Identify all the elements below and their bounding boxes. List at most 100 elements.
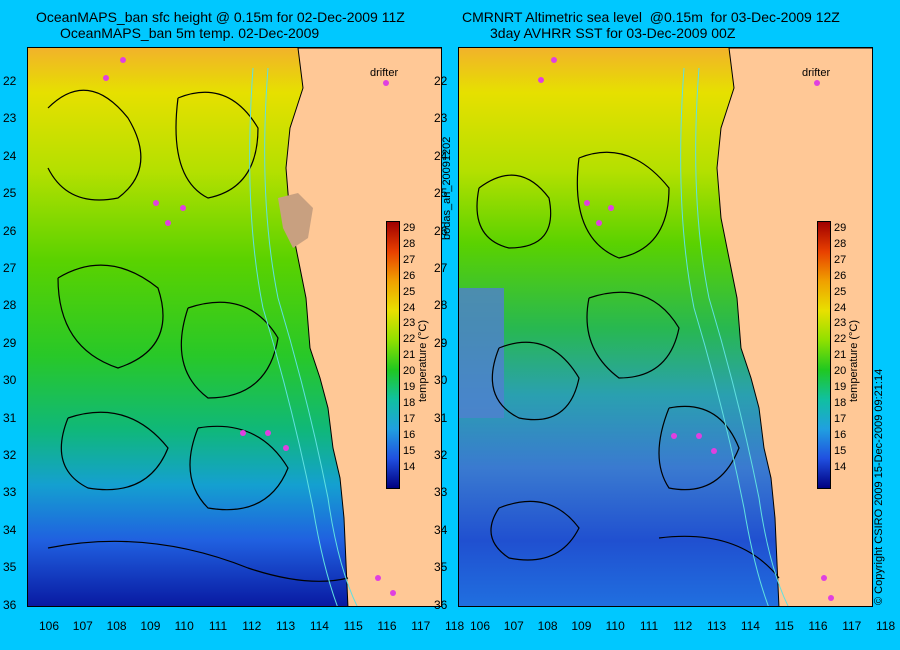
- left-cb-tick-26: 26: [403, 269, 416, 282]
- right-lat-label-23: 23: [434, 111, 448, 126]
- analysis-id-vertical-text: bodas_an_20091202: [441, 136, 453, 240]
- right-sea-level-contours: [476, 151, 780, 579]
- right-lat-label-28: 28: [434, 298, 448, 313]
- right-lat-label-32: 32: [434, 448, 448, 462]
- left-land-mass: [285, 48, 441, 606]
- right-lat-label-31: 31: [434, 410, 448, 425]
- left-lon-label-115: 115: [343, 619, 363, 633]
- left-temperature-colorbar: [386, 221, 400, 489]
- left-cb-tick-28: 28: [403, 237, 416, 250]
- right-cb-tick-16: 16: [834, 428, 847, 441]
- left-map-svg: [28, 48, 441, 606]
- right-lat-label-22: 22: [434, 74, 448, 88]
- left-lon-label-106: 106: [38, 619, 60, 633]
- right-cb-tick-17: 17: [834, 412, 847, 425]
- right-lon-label-107: 107: [503, 619, 524, 633]
- right-cb-tick-27: 27: [834, 253, 847, 266]
- right-drifter-tracks: [538, 57, 834, 601]
- left-lon-label-113: 113: [276, 619, 296, 633]
- left-lat-label-27: 27: [3, 261, 17, 275]
- right-lat-label-34: 34: [434, 522, 448, 537]
- right-lon-label-111: 111: [639, 619, 659, 633]
- right-temperature-colorbar: [817, 221, 831, 489]
- left-lat-label-35: 35: [3, 560, 17, 575]
- left-cb-tick-22: 22: [403, 333, 416, 346]
- right-lon-label-118: 118: [876, 619, 896, 633]
- left-lat-label-28: 28: [3, 298, 17, 313]
- left-lon-label-116: 116: [377, 619, 397, 633]
- right-lon-label-110: 110: [605, 619, 625, 633]
- left-lat-label-36: 36: [3, 597, 17, 612]
- right-lon-label-115: 115: [774, 619, 794, 633]
- right-lat-label-35: 35: [434, 560, 448, 575]
- right-lon-label-106: 106: [469, 619, 491, 633]
- right-lat-label-36: 36: [434, 597, 448, 612]
- left-lat-label-29: 29: [3, 335, 17, 350]
- right-lat-label-25: 25: [434, 186, 448, 201]
- right-lat-label-33: 33: [434, 485, 448, 500]
- right-lat-label-30: 30: [434, 373, 448, 388]
- left-lon-label-118: 118: [445, 619, 465, 633]
- left-cb-tick-23: 23: [403, 317, 416, 330]
- right-lon-label-112: 112: [673, 619, 693, 633]
- left-lat-label-26: 26: [3, 223, 17, 238]
- left-lat-label-24: 24: [3, 148, 17, 163]
- left-cb-tick-18: 18: [403, 396, 416, 409]
- left-lat-label-32: 32: [3, 448, 17, 462]
- left-lat-label-34: 34: [3, 522, 17, 537]
- right-cb-tick-21: 21: [834, 349, 847, 362]
- right-lat-label-24: 24: [434, 148, 448, 163]
- left-cb-tick-19: 19: [403, 381, 416, 393]
- left-lon-label-114: 114: [309, 619, 329, 633]
- right-lon-label-116: 116: [808, 619, 828, 633]
- right-land-mass: [716, 48, 872, 606]
- left-shark-bay: [278, 193, 313, 248]
- left-cb-tick-14: 14: [403, 460, 416, 473]
- left-lon-label-117: 117: [411, 619, 431, 633]
- right-map-panel: [458, 47, 873, 607]
- left-cb-tick-21: 21: [403, 349, 416, 362]
- copyright-vertical-text: © Copyright CSIRO 2009 15-Dec-2009 09:21…: [873, 368, 885, 605]
- left-lon-label-107: 107: [72, 619, 93, 633]
- left-lon-label-110: 110: [174, 619, 194, 633]
- right-lat-label-29: 29: [434, 335, 448, 350]
- left-lon-label-111: 111: [208, 619, 228, 633]
- left-cb-tick-16: 16: [403, 428, 416, 441]
- left-lon-label-109: 109: [140, 619, 161, 633]
- left-cb-tick-27: 27: [403, 253, 416, 266]
- left-lat-label-25: 25: [3, 186, 17, 201]
- right-lon-label-117: 117: [842, 619, 862, 633]
- right-lon-label-114: 114: [740, 619, 760, 633]
- right-title-line2: 3day AVHRR SST for 03-Dec-2009 00Z: [490, 25, 736, 41]
- left-title-line1: OceanMAPS_ban sfc height @ 0.15m for 02-…: [36, 9, 405, 25]
- right-cb-tick-28: 28: [834, 237, 847, 250]
- right-cb-tick-29: 29: [834, 222, 847, 234]
- left-bathymetry-contours: [249, 67, 358, 606]
- left-cb-tick-25: 25: [403, 285, 416, 298]
- right-cb-tick-24: 24: [834, 301, 847, 314]
- right-title-line1: CMRNRT Altimetric sea level @0.15m for 0…: [462, 9, 840, 25]
- right-cb-tick-18: 18: [834, 396, 847, 409]
- left-colorbar-title: temperature (°C): [417, 319, 429, 402]
- left-lat-label-30: 30: [3, 373, 17, 388]
- right-cb-tick-23: 23: [834, 317, 847, 330]
- left-drifter-tracks: [103, 57, 396, 596]
- left-lat-label-23: 23: [3, 111, 17, 126]
- left-cb-tick-29: 29: [403, 222, 416, 234]
- right-lat-label-27: 27: [434, 261, 448, 275]
- left-drifter-legend-label: drifter: [370, 67, 399, 79]
- right-lat-label-26: 26: [434, 223, 448, 238]
- left-cb-tick-17: 17: [403, 412, 416, 425]
- right-cb-tick-19: 19: [834, 381, 847, 393]
- right-lon-label-109: 109: [571, 619, 592, 633]
- left-lat-label-22: 22: [3, 74, 17, 88]
- right-lon-label-113: 113: [707, 619, 727, 633]
- right-lon-label-108: 108: [537, 619, 558, 633]
- left-lon-label-108: 108: [106, 619, 127, 633]
- right-cb-tick-15: 15: [834, 444, 847, 457]
- right-drifter-legend-label: drifter: [802, 67, 831, 79]
- right-cb-tick-22: 22: [834, 333, 847, 346]
- right-cb-tick-14: 14: [834, 460, 847, 473]
- left-map-panel: [27, 47, 442, 607]
- right-cb-tick-26: 26: [834, 269, 847, 282]
